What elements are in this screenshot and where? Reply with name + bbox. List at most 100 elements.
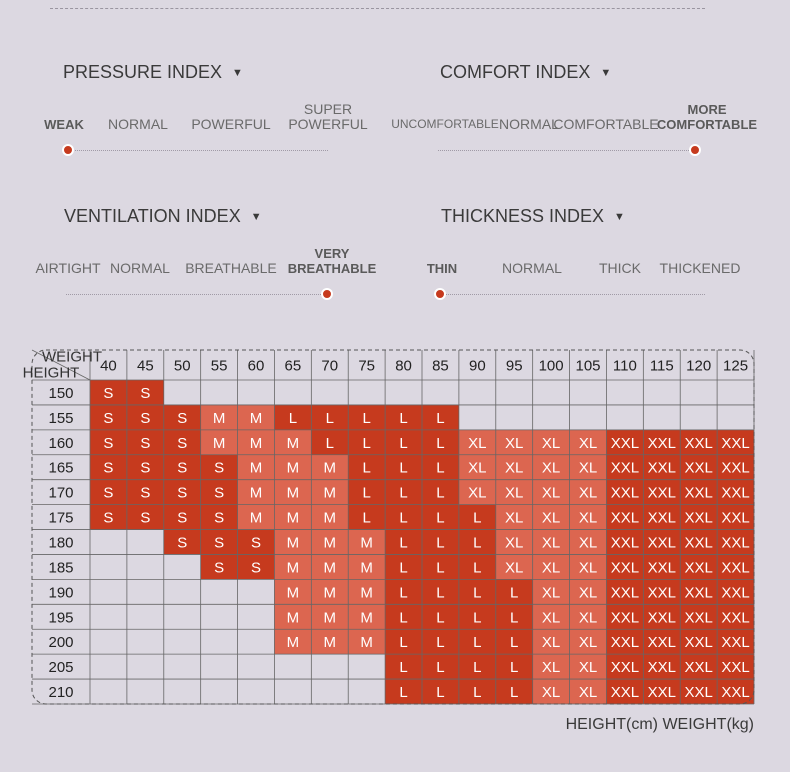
size-cell xyxy=(643,629,681,655)
size-label: XXL xyxy=(684,510,712,527)
size-cell xyxy=(717,579,754,605)
size-cell xyxy=(717,479,754,505)
size-label: S xyxy=(103,435,113,452)
size-label: XL xyxy=(542,460,560,477)
size-cell xyxy=(532,504,570,530)
size-label: M xyxy=(360,535,373,552)
size-cell xyxy=(643,479,681,505)
size-label: L xyxy=(362,410,370,427)
size-cell xyxy=(422,504,459,530)
size-cell xyxy=(237,504,275,530)
weight-header: 100 xyxy=(539,358,564,375)
size-label: M xyxy=(324,535,337,552)
size-cell xyxy=(385,579,422,605)
dropdown-arrow[interactable]: ▼ xyxy=(232,67,243,79)
size-cell xyxy=(90,479,127,505)
size-label: XL xyxy=(542,634,560,651)
size-label: M xyxy=(324,634,337,651)
size-cell xyxy=(274,454,312,480)
size-cell xyxy=(385,679,422,704)
size-label: M xyxy=(324,460,337,477)
size-label: XXL xyxy=(648,659,676,676)
size-cell xyxy=(385,404,422,430)
size-label: L xyxy=(399,634,407,651)
size-cell xyxy=(237,529,275,555)
size-cell xyxy=(90,429,127,455)
size-label: M xyxy=(250,460,263,477)
size-cell xyxy=(274,554,312,580)
weight-header: 95 xyxy=(506,358,523,375)
size-cell xyxy=(680,654,718,680)
size-label: XXL xyxy=(611,684,639,701)
dropdown-arrow[interactable]: ▼ xyxy=(614,211,625,223)
size-cell xyxy=(458,454,496,480)
size-cell xyxy=(495,504,533,530)
size-label: XXL xyxy=(648,609,676,626)
index-title[interactable]: VENTILATION INDEX ▼ xyxy=(64,206,262,226)
size-label: XXL xyxy=(721,684,749,701)
size-cell xyxy=(495,654,533,680)
size-label: XXL xyxy=(648,535,676,552)
size-label: XL xyxy=(579,634,597,651)
size-label: XXL xyxy=(684,584,712,601)
size-label: L xyxy=(436,510,444,527)
size-cell xyxy=(348,429,386,455)
size-cell xyxy=(569,429,607,455)
size-cell xyxy=(643,604,681,630)
size-label: L xyxy=(399,584,407,601)
height-header: 200 xyxy=(48,634,73,651)
size-cell xyxy=(458,679,496,704)
size-label: L xyxy=(362,485,370,502)
dropdown-arrow[interactable]: ▼ xyxy=(250,211,262,223)
index-title[interactable]: THICKNESS INDEX ▼ xyxy=(441,206,625,226)
size-cell xyxy=(717,429,754,455)
size-label: XXL xyxy=(684,634,712,651)
size-label: S xyxy=(140,510,150,527)
index-title[interactable]: PRESSURE INDEX ▼ xyxy=(63,62,243,82)
height-header: 175 xyxy=(48,510,73,527)
index-title[interactable]: COMFORT INDEX ▼ xyxy=(440,62,612,82)
size-cell xyxy=(422,529,459,555)
size-label: XXL xyxy=(611,485,639,502)
size-label: L xyxy=(399,609,407,626)
size-label: XL xyxy=(579,609,597,626)
size-cell xyxy=(458,529,496,555)
size-cell xyxy=(643,579,681,605)
size-cell xyxy=(163,429,201,455)
size-cell xyxy=(274,504,312,530)
weight-header: 55 xyxy=(211,358,228,375)
size-label: S xyxy=(103,510,113,527)
index-option: NORMAL xyxy=(110,260,170,276)
index-knob xyxy=(62,144,74,156)
size-cell xyxy=(422,604,459,630)
size-label: XXL xyxy=(684,485,712,502)
size-cell xyxy=(532,554,570,580)
size-label: M xyxy=(287,435,300,452)
size-label: M xyxy=(360,609,373,626)
size-cell xyxy=(385,454,422,480)
size-label: S xyxy=(214,559,224,576)
size-cell xyxy=(274,479,312,505)
size-label: S xyxy=(251,559,261,576)
size-label: M xyxy=(287,485,300,502)
size-label: XXL xyxy=(611,559,639,576)
size-cell xyxy=(458,479,496,505)
size-label: XXL xyxy=(721,510,749,527)
weight-header: 110 xyxy=(613,358,637,375)
height-header: 205 xyxy=(48,659,73,676)
size-cell xyxy=(90,404,127,430)
size-cell xyxy=(126,504,164,530)
size-label: L xyxy=(473,609,481,626)
size-cell xyxy=(532,479,570,505)
size-label: M xyxy=(324,485,337,502)
size-label: S xyxy=(177,410,187,427)
weight-header: 40 xyxy=(100,358,117,375)
dropdown-arrow[interactable]: ▼ xyxy=(600,67,612,79)
weight-header: 80 xyxy=(395,358,412,375)
size-label: S xyxy=(140,485,150,502)
size-label: S xyxy=(214,535,224,552)
size-label: L xyxy=(510,609,518,626)
size-cell xyxy=(680,629,718,655)
size-cell xyxy=(458,579,496,605)
